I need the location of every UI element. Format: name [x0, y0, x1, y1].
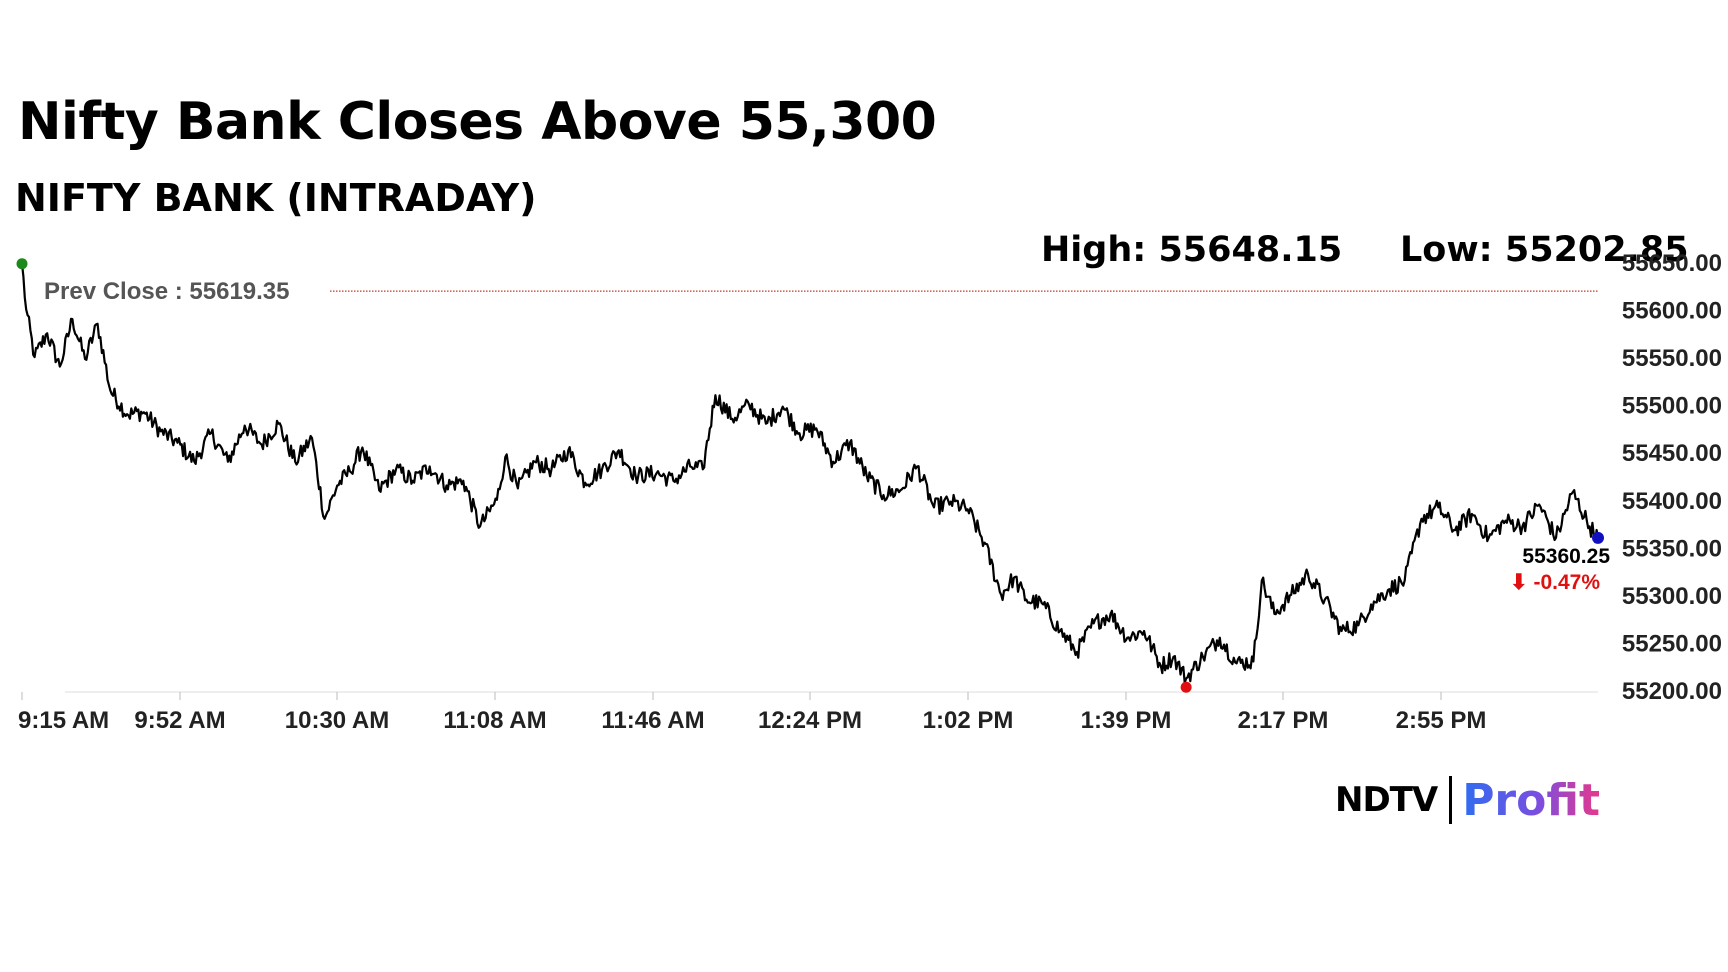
chart-subtitle: NIFTY BANK (INTRADAY)	[15, 176, 537, 220]
y-tick-label: 55250.00	[1622, 630, 1722, 657]
y-tick-label: 55500.00	[1622, 393, 1722, 420]
brand-profit: Profit	[1462, 774, 1601, 826]
brand-divider	[1449, 776, 1453, 824]
y-tick-label: 55650.00	[1622, 250, 1722, 277]
open-marker	[16, 258, 28, 270]
x-tick-label: 2:55 PM	[1396, 707, 1487, 734]
low-marker	[1180, 681, 1192, 693]
y-tick-label: 55450.00	[1622, 440, 1722, 467]
x-tick-label: 9:15 AM	[18, 707, 109, 734]
x-tick-label: 12:24 PM	[758, 707, 862, 734]
x-tick-label: 1:02 PM	[923, 707, 1014, 734]
last-value-label: 55360.25	[1522, 545, 1610, 568]
x-tick-label: 2:17 PM	[1238, 707, 1329, 734]
brand-ndtv: NDTV	[1335, 780, 1438, 820]
headline: Nifty Bank Closes Above 55,300	[18, 92, 937, 152]
x-tick-label: 11:08 AM	[443, 707, 546, 734]
brand-logo: NDTV Profit	[1335, 772, 1600, 828]
series-line	[20, 263, 1600, 684]
prev-close-label: Prev Close : 55619.35	[44, 278, 290, 305]
y-tick-label: 55550.00	[1622, 345, 1722, 372]
last-marker	[1592, 531, 1604, 544]
y-tick-label: 55300.00	[1622, 583, 1722, 610]
low-stat: Low: 55202.85	[1400, 230, 1689, 270]
x-tick-label: 10:30 AM	[285, 707, 389, 734]
y-tick-label: 55350.00	[1622, 535, 1722, 562]
x-tick-label: 1:39 PM	[1081, 707, 1172, 734]
y-tick-label: 55600.00	[1622, 298, 1722, 325]
y-tick-label: 55200.00	[1622, 678, 1722, 705]
high-stat: High: 55648.15	[1041, 230, 1343, 270]
y-tick-label: 55400.00	[1622, 488, 1722, 515]
change-label: ⬇ -0.47%	[1510, 571, 1600, 594]
x-tick-label: 9:52 AM	[134, 707, 225, 734]
x-tick-label: 11:46 AM	[601, 707, 704, 734]
